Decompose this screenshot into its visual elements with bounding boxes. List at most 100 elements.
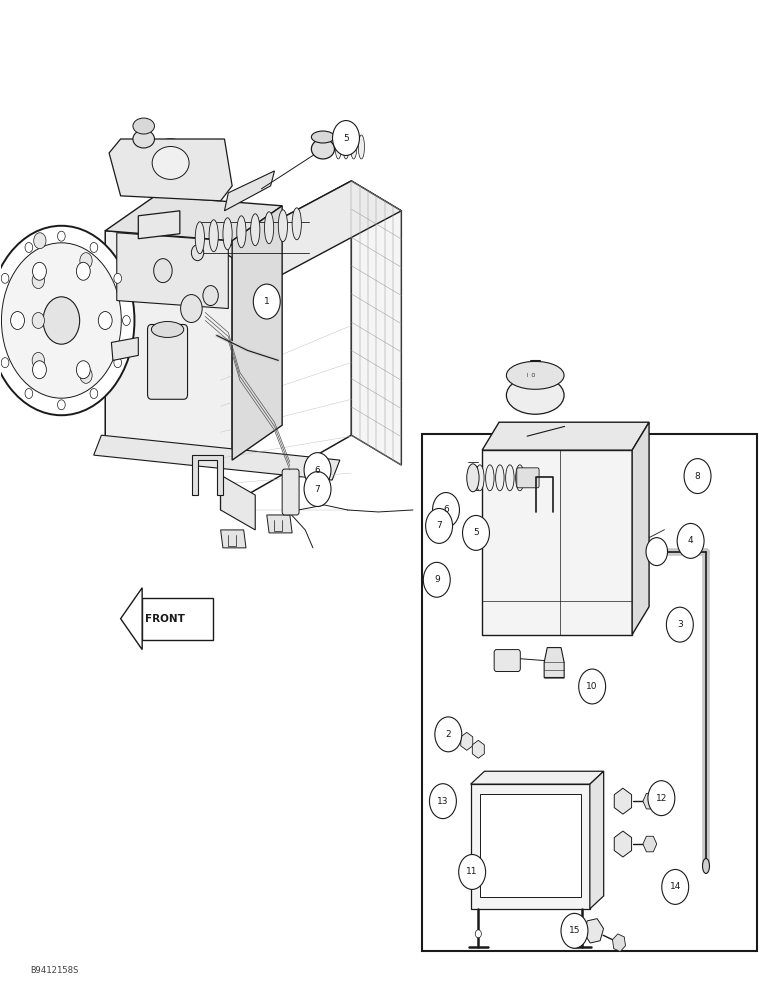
Circle shape: [423, 562, 450, 597]
Polygon shape: [232, 206, 282, 460]
Circle shape: [666, 607, 693, 642]
Text: 7: 7: [436, 521, 442, 530]
Ellipse shape: [209, 220, 218, 252]
Polygon shape: [482, 450, 632, 635]
Polygon shape: [138, 211, 180, 239]
Circle shape: [80, 253, 92, 269]
Circle shape: [34, 233, 46, 249]
Circle shape: [32, 262, 46, 280]
Circle shape: [58, 400, 66, 410]
Circle shape: [425, 508, 452, 543]
Ellipse shape: [223, 218, 232, 250]
FancyBboxPatch shape: [516, 468, 539, 488]
Ellipse shape: [144, 139, 197, 187]
Circle shape: [684, 459, 711, 494]
Polygon shape: [117, 233, 229, 309]
Text: 4: 4: [688, 536, 693, 545]
Polygon shape: [482, 422, 649, 450]
Polygon shape: [142, 598, 213, 640]
Text: 1: 1: [264, 297, 269, 306]
Polygon shape: [111, 337, 138, 360]
Ellipse shape: [133, 118, 154, 134]
Polygon shape: [93, 435, 340, 480]
Circle shape: [58, 231, 66, 241]
Circle shape: [677, 523, 704, 558]
Circle shape: [462, 515, 489, 550]
Circle shape: [432, 493, 459, 527]
Circle shape: [203, 286, 218, 306]
Ellipse shape: [506, 361, 564, 389]
Polygon shape: [471, 771, 604, 784]
Ellipse shape: [152, 146, 189, 179]
Circle shape: [98, 312, 112, 329]
Circle shape: [191, 245, 204, 261]
Ellipse shape: [292, 208, 301, 240]
Text: 11: 11: [466, 867, 478, 876]
Ellipse shape: [151, 321, 184, 337]
Circle shape: [662, 869, 689, 904]
Circle shape: [561, 913, 588, 948]
Polygon shape: [105, 231, 232, 460]
Text: B9412158S: B9412158S: [31, 966, 79, 975]
Circle shape: [459, 855, 486, 889]
Circle shape: [2, 358, 9, 368]
Circle shape: [333, 121, 360, 155]
FancyBboxPatch shape: [494, 650, 520, 672]
Ellipse shape: [703, 859, 709, 873]
Polygon shape: [105, 196, 282, 241]
Text: 15: 15: [569, 926, 581, 935]
Ellipse shape: [251, 214, 260, 246]
Ellipse shape: [237, 216, 246, 248]
Text: 13: 13: [437, 797, 449, 806]
Circle shape: [80, 367, 92, 383]
Circle shape: [181, 295, 202, 322]
Circle shape: [32, 352, 45, 368]
Circle shape: [25, 389, 32, 399]
Polygon shape: [632, 422, 649, 635]
Circle shape: [113, 358, 121, 368]
Circle shape: [2, 243, 121, 398]
Circle shape: [25, 242, 32, 252]
Circle shape: [0, 226, 134, 415]
Circle shape: [76, 262, 90, 280]
Circle shape: [11, 312, 25, 329]
Ellipse shape: [279, 210, 287, 242]
Ellipse shape: [486, 465, 494, 491]
Text: 6: 6: [443, 505, 449, 514]
Circle shape: [32, 313, 45, 328]
Circle shape: [429, 784, 456, 819]
Polygon shape: [267, 515, 292, 533]
Ellipse shape: [195, 222, 205, 254]
Polygon shape: [351, 181, 401, 465]
Polygon shape: [544, 648, 564, 678]
Circle shape: [304, 472, 331, 506]
Polygon shape: [221, 181, 351, 510]
Ellipse shape: [133, 130, 154, 148]
Polygon shape: [471, 784, 590, 909]
Circle shape: [90, 389, 98, 399]
Text: 5: 5: [473, 528, 479, 537]
Circle shape: [579, 930, 585, 938]
Ellipse shape: [265, 212, 274, 244]
Text: 7: 7: [315, 485, 320, 494]
Text: 6: 6: [315, 466, 320, 475]
Circle shape: [648, 781, 675, 816]
Text: 12: 12: [655, 794, 667, 803]
Polygon shape: [192, 455, 223, 495]
Text: 9: 9: [434, 575, 439, 584]
Circle shape: [32, 273, 45, 289]
Ellipse shape: [343, 135, 349, 159]
Circle shape: [2, 273, 9, 283]
Circle shape: [43, 297, 80, 344]
Text: FRONT: FRONT: [145, 614, 185, 624]
Text: 10: 10: [587, 682, 598, 691]
FancyBboxPatch shape: [282, 469, 299, 515]
Circle shape: [646, 538, 668, 566]
Bar: [422, 434, 757, 951]
Ellipse shape: [350, 135, 357, 159]
Polygon shape: [221, 530, 246, 548]
Ellipse shape: [496, 465, 504, 491]
Ellipse shape: [506, 465, 514, 491]
Circle shape: [253, 284, 280, 319]
Text: 3: 3: [677, 620, 682, 629]
